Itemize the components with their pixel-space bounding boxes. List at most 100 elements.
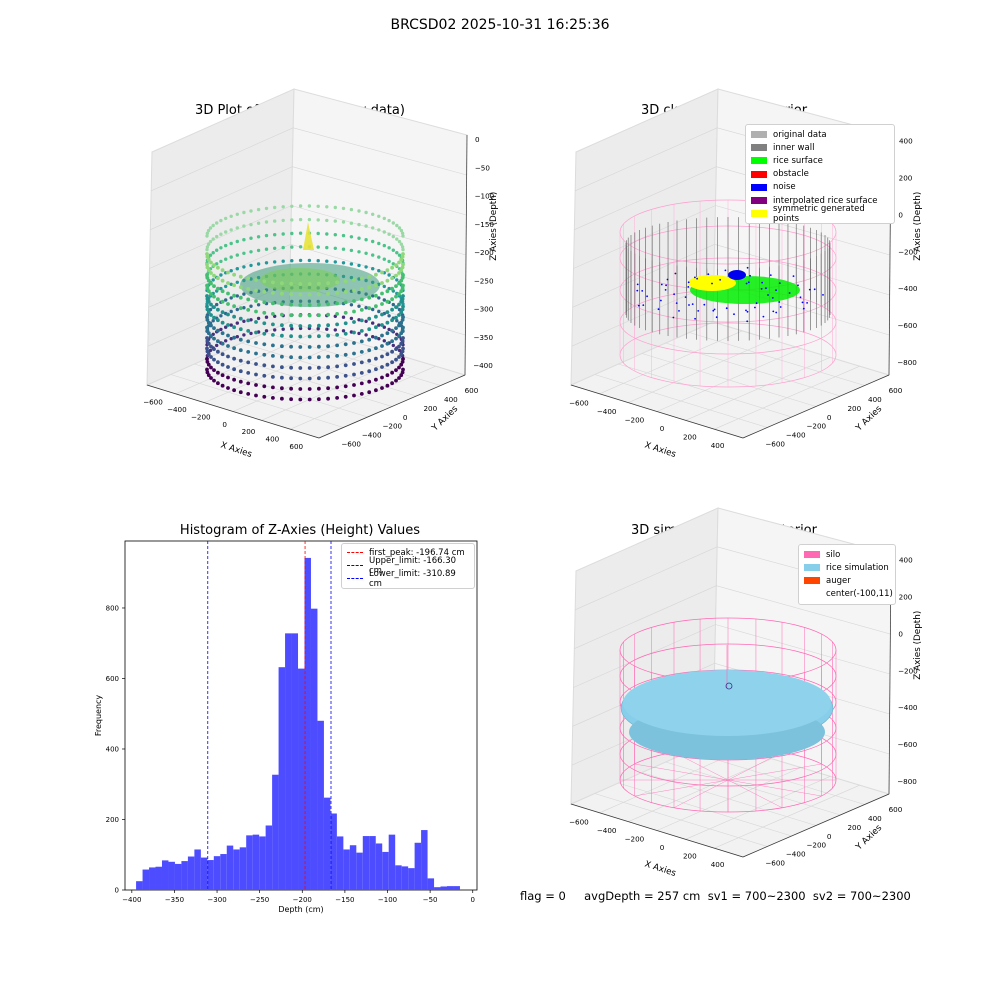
point: [206, 268, 211, 273]
x-tick-label: −150: [335, 896, 354, 904]
point: [349, 221, 354, 225]
legend-swatch: [751, 210, 767, 218]
point: [390, 381, 394, 386]
point: [229, 337, 233, 341]
point: [215, 262, 219, 266]
point: [341, 329, 346, 333]
grid-line: [714, 244, 890, 296]
x-tick-label: −600: [569, 398, 589, 407]
point: [399, 310, 404, 315]
point: [335, 322, 339, 327]
y-tick-label: 400: [868, 814, 882, 823]
point: [280, 344, 284, 349]
point: [400, 286, 405, 291]
point: [205, 325, 209, 330]
legend-swatch: [751, 183, 767, 191]
point: [246, 392, 251, 396]
legend-label: Lower_limit: -310.89 cm: [369, 568, 456, 589]
point: [246, 308, 251, 312]
point: [215, 234, 219, 239]
point: [209, 260, 213, 265]
point: [205, 360, 210, 364]
point: [387, 314, 391, 318]
noise-point: [636, 289, 639, 292]
point: [385, 268, 390, 273]
point: [206, 362, 211, 367]
y-tick-label: 0: [403, 413, 408, 422]
point: [390, 349, 394, 354]
y-tick-label: 400: [868, 395, 882, 404]
histogram-bar: [187, 856, 195, 890]
point: [208, 348, 213, 353]
point: [307, 258, 312, 263]
surface-peak: [260, 268, 340, 292]
point: [395, 278, 399, 282]
noise-point: [778, 301, 781, 303]
legend-label: noise: [773, 182, 796, 193]
point: [280, 354, 284, 359]
point: [249, 263, 253, 268]
point: [238, 316, 243, 321]
noise-point: [802, 307, 805, 310]
histogram-bar: [382, 851, 389, 890]
point: [215, 302, 219, 307]
z-tick-label: 0: [898, 210, 903, 219]
point: [205, 336, 209, 340]
point: [209, 313, 213, 317]
legend-label: symmetric generated points: [773, 203, 865, 224]
point: [206, 242, 211, 246]
histogram-bar: [453, 886, 460, 890]
histogram-bar: [298, 668, 305, 890]
point: [271, 364, 275, 369]
point: [212, 294, 216, 299]
point: [390, 307, 394, 312]
point: [343, 342, 348, 347]
point: [205, 247, 209, 252]
point: [380, 344, 384, 348]
point: [367, 337, 372, 342]
point: [226, 375, 230, 380]
histogram-bar: [427, 878, 435, 890]
point: [206, 228, 211, 233]
histogram-bar: [181, 861, 188, 890]
point: [317, 397, 321, 402]
point: [397, 323, 401, 328]
point: [325, 327, 329, 331]
point: [385, 331, 390, 336]
noise-point: [707, 273, 710, 276]
point: [397, 253, 402, 257]
z-tick-label: −250: [474, 276, 494, 285]
point: [220, 341, 225, 346]
point: [374, 367, 378, 372]
point: [349, 303, 354, 307]
point: [209, 344, 213, 349]
point: [232, 304, 237, 309]
point: [341, 247, 346, 251]
point: [326, 344, 330, 349]
point: [385, 289, 390, 294]
grid-line: [715, 205, 891, 256]
point: [359, 276, 364, 281]
point: [224, 339, 228, 343]
point: [280, 312, 284, 317]
point: [212, 305, 216, 309]
point: [280, 396, 284, 401]
point: [395, 223, 399, 228]
point: [399, 352, 404, 357]
grid-line: [689, 751, 865, 805]
noise-point: [703, 303, 706, 306]
point: [209, 355, 213, 359]
point: [205, 318, 210, 322]
point: [367, 358, 372, 363]
noise-point: [697, 310, 700, 312]
point: [280, 333, 284, 338]
silo-floor-spoke: [634, 779, 729, 797]
point: [246, 350, 251, 354]
point: [235, 307, 239, 312]
point: [380, 365, 384, 369]
point: [262, 300, 267, 305]
point: [280, 365, 284, 370]
point: [289, 397, 293, 402]
point: [325, 232, 329, 236]
point: [281, 259, 285, 263]
